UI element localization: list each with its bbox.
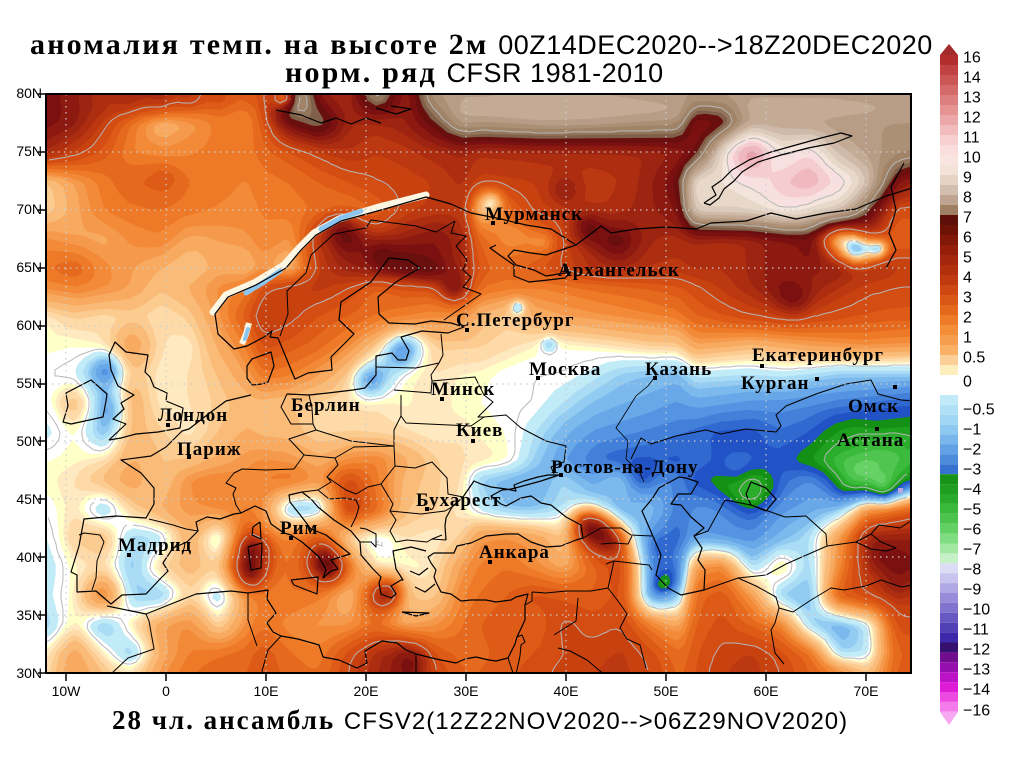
svg-text:30N: 30N xyxy=(16,665,42,681)
svg-text:Екатеринбург: Екатеринбург xyxy=(752,345,884,366)
svg-text:70N: 70N xyxy=(16,201,42,217)
svg-text:−11: −11 xyxy=(963,622,989,639)
svg-text:40E: 40E xyxy=(554,683,579,699)
svg-text:Казань: Казань xyxy=(645,359,712,380)
svg-text:−8: −8 xyxy=(963,562,981,579)
svg-text:6: 6 xyxy=(963,230,972,247)
svg-text:14: 14 xyxy=(963,70,981,87)
svg-text:16: 16 xyxy=(963,50,981,67)
svg-text:Мадрид: Мадрид xyxy=(118,535,192,556)
svg-text:Омск: Омск xyxy=(848,396,899,417)
svg-text:80N: 80N xyxy=(16,85,42,101)
svg-text:−10: −10 xyxy=(963,602,990,619)
svg-text:−3: −3 xyxy=(963,462,981,479)
svg-text:−14: −14 xyxy=(963,682,990,699)
svg-text:−1: −1 xyxy=(963,422,981,439)
svg-text:7: 7 xyxy=(963,210,972,227)
svg-text:9: 9 xyxy=(963,170,972,187)
svg-text:4: 4 xyxy=(963,270,972,287)
svg-text:0: 0 xyxy=(963,374,972,391)
svg-text:20E: 20E xyxy=(354,683,379,699)
svg-text:−5: −5 xyxy=(963,502,981,519)
svg-text:12: 12 xyxy=(963,110,981,127)
svg-text:Курган: Курган xyxy=(741,373,809,394)
svg-text:−0.5: −0.5 xyxy=(963,402,995,419)
svg-text:55N: 55N xyxy=(16,375,42,391)
svg-text:Мурманск: Мурманск xyxy=(485,204,583,225)
svg-text:Бухарест: Бухарест xyxy=(416,490,501,511)
svg-text:−13: −13 xyxy=(963,662,990,679)
svg-text:−7: −7 xyxy=(963,542,981,559)
svg-text:70E: 70E xyxy=(854,683,879,699)
svg-text:13: 13 xyxy=(963,90,981,107)
svg-text:5: 5 xyxy=(963,250,972,267)
svg-text:10W: 10W xyxy=(52,683,82,699)
svg-text:2: 2 xyxy=(963,310,972,327)
svg-text:0.5: 0.5 xyxy=(963,350,985,367)
svg-text:−2: −2 xyxy=(963,442,981,459)
svg-text:45N: 45N xyxy=(16,491,42,507)
svg-text:65N: 65N xyxy=(16,259,42,275)
svg-text:Рим: Рим xyxy=(280,518,319,539)
svg-text:75N: 75N xyxy=(16,143,42,159)
svg-text:60E: 60E xyxy=(754,683,779,699)
svg-text:3: 3 xyxy=(963,290,972,307)
svg-text:1: 1 xyxy=(963,330,972,347)
svg-text:Берлин: Берлин xyxy=(291,395,361,416)
svg-text:11: 11 xyxy=(963,130,980,147)
svg-text:60N: 60N xyxy=(16,317,42,333)
svg-text:Париж: Париж xyxy=(177,439,242,460)
svg-text:Ростов-на-Дону: Ростов-на-Дону xyxy=(551,457,699,478)
svg-text:−9: −9 xyxy=(963,582,981,599)
svg-text:Киев: Киев xyxy=(456,420,503,441)
svg-text:Минск: Минск xyxy=(431,379,495,400)
svg-text:Архангельск: Архангельск xyxy=(558,260,680,281)
svg-text:50N: 50N xyxy=(16,433,42,449)
svg-text:8: 8 xyxy=(963,190,972,207)
svg-text:−6: −6 xyxy=(963,522,981,539)
svg-text:−12: −12 xyxy=(963,642,990,659)
svg-text:Астана: Астана xyxy=(837,430,904,451)
svg-text:0: 0 xyxy=(162,683,170,699)
svg-text:−4: −4 xyxy=(963,482,981,499)
svg-text:10E: 10E xyxy=(254,683,279,699)
svg-text:Анкара: Анкара xyxy=(479,542,550,563)
svg-text:50E: 50E xyxy=(654,683,679,699)
svg-text:40N: 40N xyxy=(16,549,42,565)
svg-text:Москва: Москва xyxy=(529,359,601,380)
svg-text:−16: −16 xyxy=(963,703,990,720)
svg-text:30E: 30E xyxy=(454,683,479,699)
svg-text:Лондон: Лондон xyxy=(158,405,228,426)
svg-text:35N: 35N xyxy=(16,607,42,623)
svg-text:10: 10 xyxy=(963,150,981,167)
svg-text:С.Петербург: С.Петербург xyxy=(456,310,575,331)
